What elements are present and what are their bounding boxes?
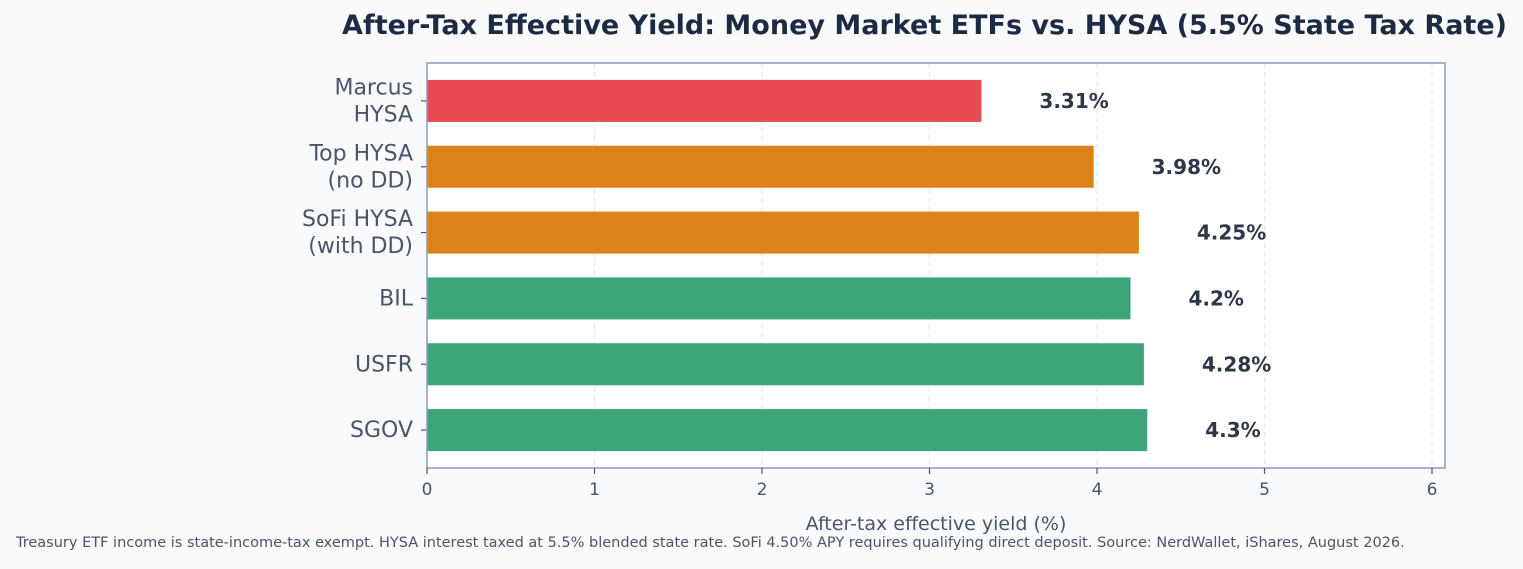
bar [427, 79, 982, 122]
y-tick-label: SoFi HYSA (with DD) [302, 207, 413, 259]
bar [427, 409, 1148, 452]
x-tick-label: 1 [589, 480, 600, 500]
bars [427, 79, 1148, 452]
y-tick-label: Top HYSA (no DD) [308, 141, 413, 193]
data-label: 4.25% [1197, 221, 1266, 245]
bar [427, 277, 1131, 320]
data-label: 3.31% [1039, 89, 1108, 113]
y-tick-label: BIL [379, 286, 414, 311]
chart-footnote: Treasury ETF income is state-income-tax … [16, 535, 1405, 551]
y-tick-label: USFR [355, 352, 413, 377]
data-label: 4.3% [1205, 418, 1260, 442]
x-tick-label: 0 [422, 480, 433, 500]
data-label: 4.28% [1202, 352, 1271, 376]
x-tick-label: 2 [757, 480, 768, 500]
bar [427, 145, 1094, 188]
bar [427, 211, 1139, 254]
x-tick-label: 5 [1259, 480, 1270, 500]
bar [427, 343, 1144, 386]
data-label: 3.98% [1152, 155, 1221, 179]
data-label: 4.2% [1189, 286, 1244, 310]
grid-lines [427, 63, 1445, 468]
axes: Marcus HYSA Top HYSA (no DD) SoFi HYSA (with … [302, 62, 1446, 535]
plot-area [427, 63, 1445, 468]
x-tick-label: 4 [1092, 480, 1103, 500]
y-tick-label: Marcus HYSA [334, 75, 413, 127]
plot-frame [426, 62, 1446, 469]
x-tick-label: 3 [924, 480, 935, 500]
x-axis-label: After-tax effective yield (%) [806, 513, 1067, 535]
y-tick-label: SGOV [350, 418, 413, 443]
x-tick-label: 6 [1427, 480, 1438, 500]
chart-title: After-Tax Effective Yield: Money Market … [342, 10, 1507, 41]
data-labels: 3.31% 3.98% 4.25% 4.2% 4.28% 4.3% [1039, 89, 1271, 442]
